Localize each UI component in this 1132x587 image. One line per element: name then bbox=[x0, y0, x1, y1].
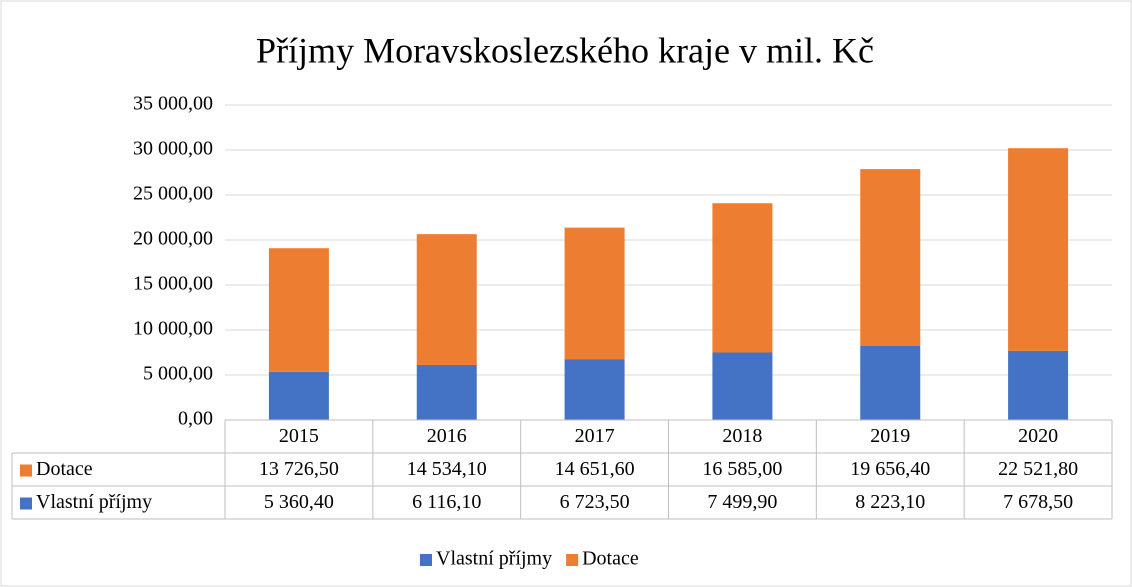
table-legend-key bbox=[20, 464, 32, 477]
table-value: 5 360,40 bbox=[264, 491, 334, 513]
chart-title: Příjmy Moravskoslezského kraje v mil. Kč bbox=[256, 30, 874, 70]
y-tick-label: 0,00 bbox=[178, 408, 213, 430]
table-legend-key bbox=[20, 497, 32, 510]
bar-segment bbox=[564, 359, 625, 420]
bar-segment bbox=[1008, 148, 1069, 351]
bar-segment bbox=[1008, 350, 1069, 420]
y-tick-label: 20 000,00 bbox=[133, 228, 213, 250]
table-value: 7 499,90 bbox=[707, 491, 777, 513]
x-tick-label: 2016 bbox=[427, 425, 467, 447]
x-tick-label: 2015 bbox=[279, 425, 319, 447]
y-tick-label: 30 000,00 bbox=[133, 138, 213, 160]
bar-segment bbox=[564, 227, 625, 360]
y-tick-label: 5 000,00 bbox=[143, 363, 213, 385]
y-tick-label: 10 000,00 bbox=[133, 318, 213, 340]
table-value: 22 521,80 bbox=[998, 458, 1078, 480]
legend-label: Vlastní příjmy bbox=[436, 548, 552, 570]
bar-segment bbox=[416, 364, 477, 420]
table-value: 19 656,40 bbox=[850, 458, 930, 480]
bar-segment bbox=[712, 203, 773, 353]
table-row-label: Vlastní příjmy bbox=[36, 491, 152, 513]
bar-segment bbox=[860, 345, 921, 420]
x-tick-label: 2018 bbox=[722, 425, 762, 447]
y-tick-label: 35 000,00 bbox=[133, 93, 213, 115]
table-value: 16 585,00 bbox=[702, 458, 782, 480]
y-tick-label: 15 000,00 bbox=[133, 273, 213, 295]
bar-segment bbox=[860, 169, 921, 346]
table-value: 6 723,50 bbox=[560, 491, 630, 513]
legend-label: Dotace bbox=[582, 548, 639, 570]
table-value: 13 726,50 bbox=[259, 458, 339, 480]
table-value: 6 116,10 bbox=[412, 491, 481, 513]
table-value: 14 651,60 bbox=[555, 458, 635, 480]
y-tick-label: 25 000,00 bbox=[133, 183, 213, 205]
bar-segment bbox=[268, 248, 329, 372]
legend-key bbox=[566, 554, 579, 566]
table-row-label: Dotace bbox=[36, 458, 93, 480]
legend-key bbox=[420, 554, 432, 566]
x-tick-label: 2019 bbox=[870, 425, 910, 447]
bar-segment bbox=[268, 371, 329, 420]
x-tick-label: 2020 bbox=[1018, 425, 1058, 447]
bar-segment bbox=[712, 352, 773, 420]
bar-segment bbox=[416, 234, 477, 365]
table-value: 8 223,10 bbox=[855, 491, 925, 513]
table-value: 14 534,10 bbox=[407, 458, 487, 480]
x-tick-label: 2017 bbox=[575, 425, 615, 447]
table-value: 7 678,50 bbox=[1003, 491, 1073, 513]
